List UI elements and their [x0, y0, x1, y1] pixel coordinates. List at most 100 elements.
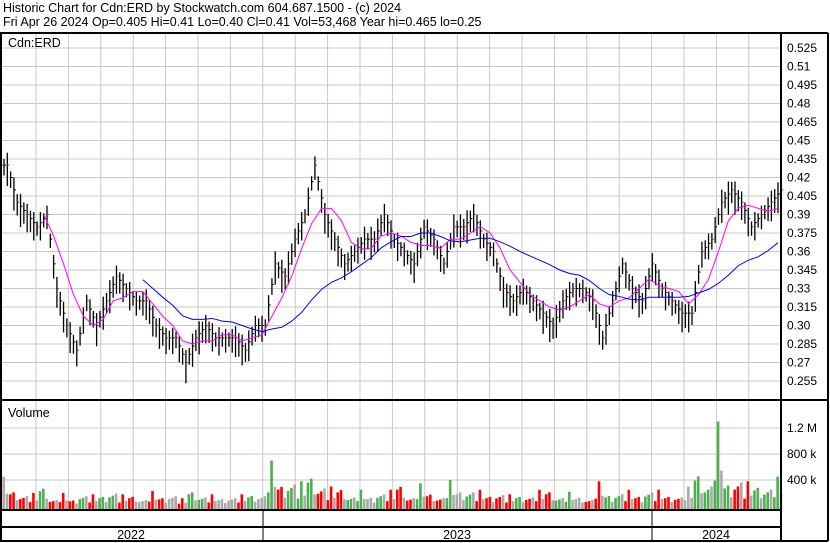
volume-bar [194, 500, 197, 509]
volume-bar [723, 488, 727, 509]
volume-bar [22, 497, 25, 509]
year-label: 2023 [443, 528, 471, 542]
volume-bar [5, 493, 9, 509]
volume-bar [660, 499, 664, 509]
price-panel-frame [0, 32, 782, 401]
volume-bar [524, 499, 528, 509]
volume-bar [190, 492, 194, 509]
volume-bar [326, 500, 330, 509]
volume-bar [544, 494, 548, 509]
volume-bar [247, 497, 250, 509]
volume-bar [683, 500, 687, 509]
volume-bar [161, 498, 164, 509]
volume-bar [505, 502, 508, 509]
volume-bar [376, 497, 379, 509]
volume-bar [657, 489, 660, 509]
volume-bar [35, 500, 39, 509]
y-tick-label: 0.345 [787, 263, 817, 277]
volume-bar [581, 502, 584, 509]
volume-bar [591, 500, 594, 509]
volume-bar [534, 501, 538, 509]
volume-bar [230, 499, 234, 509]
volume-bar [478, 489, 482, 509]
date-axis-frame [0, 509, 782, 542]
volume-bar [217, 500, 220, 509]
volume-bar [733, 489, 736, 509]
volume-bar [438, 499, 442, 509]
volume-bar [677, 498, 680, 509]
volume-bar [690, 497, 693, 509]
volume-bar [610, 501, 614, 509]
volume-bar [680, 497, 684, 509]
volume-bar [260, 497, 263, 509]
volume-bar [98, 498, 101, 509]
volume-bar [518, 496, 521, 509]
volume-bar [223, 503, 227, 509]
volume-bar [670, 502, 674, 509]
volume-bar [306, 482, 310, 509]
y-tick-label: 0.48 [787, 97, 811, 111]
volume-bar [167, 499, 171, 509]
volume-bar [538, 489, 541, 509]
volume-bar [389, 489, 392, 509]
volume-bar [68, 501, 72, 509]
volume-bar [667, 496, 670, 509]
volume-bar [128, 498, 131, 509]
volume-bar [710, 486, 713, 509]
volume-bar [286, 490, 290, 509]
volume-bar [290, 488, 293, 509]
volume-bar [726, 485, 730, 509]
volume-bar [445, 498, 449, 509]
volume-bar [753, 490, 756, 509]
volume-bar [346, 499, 349, 509]
volume-bar [118, 502, 121, 509]
volume-bar [521, 502, 525, 509]
volume-bar [405, 500, 409, 509]
volume-bar [488, 496, 492, 509]
volume-bar [227, 500, 230, 509]
y-tick-label: 0.27 [787, 356, 811, 370]
volume-bar [766, 492, 770, 509]
volume-bar [8, 494, 12, 509]
volume-bar [319, 491, 323, 509]
volume-bar [558, 499, 561, 509]
volume-bar [475, 501, 478, 509]
volume-bar [409, 499, 412, 509]
volume-bar [303, 495, 306, 509]
volume-bar [114, 493, 118, 509]
volume-bar [402, 497, 406, 509]
volume-bar [422, 496, 426, 509]
volume-bar [134, 502, 138, 509]
volume-bar [429, 494, 432, 509]
volume-bar [313, 494, 316, 509]
volume-bar [468, 494, 472, 509]
volume-bar [587, 501, 591, 509]
volume-bar [51, 501, 55, 509]
volume-bar [472, 492, 475, 509]
volume-bar [12, 492, 15, 509]
volume-bar [270, 460, 273, 509]
y-tick-label: 0.51 [787, 60, 811, 74]
volume-bar [111, 495, 115, 509]
volume-bar [339, 490, 343, 509]
y-tick-label: 0.36 [787, 245, 811, 259]
volume-bar [491, 502, 495, 509]
volume-bar [508, 494, 512, 509]
volume-bar [333, 497, 336, 509]
moving-average-long [142, 232, 779, 333]
volume-bar [687, 486, 690, 509]
volume-tick-label: 800 k [787, 447, 817, 461]
y-tick-label: 0.525 [787, 41, 817, 55]
volume-bar [32, 493, 35, 509]
volume-bar [28, 502, 32, 509]
volume-bar [197, 499, 201, 509]
volume-bar [85, 496, 88, 509]
year-label: 2024 [702, 528, 730, 542]
volume-bar [452, 495, 455, 509]
volume-bar [458, 492, 462, 509]
volume-bar [511, 501, 515, 509]
volume-bar [336, 492, 340, 509]
volume-bar [15, 500, 19, 509]
volume-bar [237, 502, 240, 509]
